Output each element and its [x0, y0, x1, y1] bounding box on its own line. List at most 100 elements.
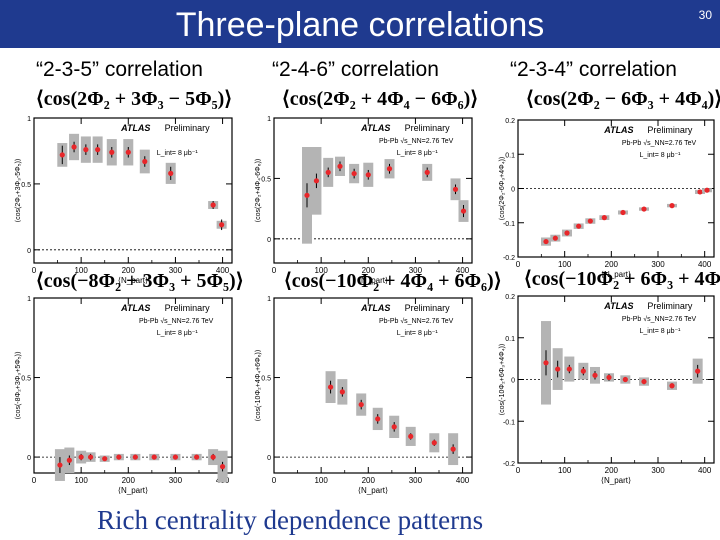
- data-point: [641, 206, 647, 212]
- y-tick-label: -0.2: [503, 461, 515, 468]
- x-tick-label: 100: [74, 476, 88, 485]
- data-point: [606, 374, 612, 381]
- formula-234: ⟨cos(2Φ₂ − 6Φ₃ + 4Φ₄)⟩: [526, 88, 720, 110]
- plot-frame: [273, 297, 473, 474]
- y-tick-label: 0: [511, 187, 515, 194]
- x-tick-label: 400: [216, 266, 230, 275]
- preliminary-label: Preliminary: [165, 123, 211, 133]
- data-point: [83, 147, 89, 153]
- y-tick-label: -0.1: [503, 419, 515, 426]
- y-tick-label: 0: [27, 455, 31, 462]
- luminosity-label: L_int= 8 μb⁻¹: [157, 330, 199, 337]
- atlas-label: ATLAS: [120, 303, 150, 313]
- chart-6: 0 100 200 300 400 -0.2 -0.1 0 0.1 0.2 ⟨N_part⟩ ⟨cos…: [498, 294, 715, 485]
- collision-label: Pb-Pb √s_NN=2.76 TeV: [379, 317, 454, 325]
- column-title-246: “2-4-6” correlation: [272, 58, 439, 81]
- x-tick-label: 400: [698, 466, 712, 475]
- x-axis-label: ⟨N_part⟩: [601, 476, 631, 485]
- collision-label: Pb-Pb √s_NN=2.76 TeV: [622, 315, 697, 323]
- data-point: [95, 147, 101, 153]
- luminosity-label: L_int= 8 μb⁻¹: [640, 152, 682, 159]
- page-number: 30: [698, 8, 712, 22]
- data-point: [87, 454, 94, 460]
- x-tick-label: 300: [651, 260, 665, 269]
- data-point: [580, 368, 586, 374]
- data-point: [57, 462, 63, 468]
- x-tick-label: 400: [698, 260, 712, 269]
- data-point: [587, 218, 593, 224]
- data-point: [552, 235, 558, 241]
- x-tick-label: 0: [32, 476, 37, 485]
- x-tick-label: 100: [74, 266, 88, 275]
- x-tick-label: 200: [362, 476, 376, 485]
- data-point: [386, 166, 393, 172]
- y-tick-label: 1: [267, 116, 271, 123]
- data-point: [452, 186, 459, 192]
- atlas-label: ATLAS: [603, 125, 633, 135]
- preliminary-label: Preliminary: [405, 123, 451, 133]
- data-point: [450, 446, 456, 452]
- data-point: [337, 163, 343, 169]
- data-point: [219, 222, 225, 228]
- x-tick-label: 300: [169, 266, 183, 275]
- formula-246: ⟨cos(2Φ₂ + 4Φ₄ − 6Φ₆)⟩: [282, 88, 479, 110]
- data-point: [172, 454, 179, 460]
- chart-4: 010020030040000.51⟨N_part⟩⟨cos(-8Φ₂+3Φ₃+…: [14, 296, 233, 495]
- data-point: [564, 230, 570, 236]
- y-axis-label: ⟨cos(-10Φ₂+4Φ₄+6Φ₆)⟩: [254, 349, 262, 422]
- data-point: [566, 366, 572, 372]
- plot-frame: [33, 297, 233, 474]
- data-point: [543, 360, 549, 366]
- x-axis-label: ⟨N_part⟩: [358, 486, 388, 495]
- x-tick-label: 100: [314, 476, 328, 485]
- y-tick-label: -0.1: [503, 221, 515, 228]
- data-point: [576, 223, 582, 229]
- data-point: [543, 238, 549, 245]
- data-point: [391, 424, 397, 430]
- data-point: [219, 464, 226, 470]
- x-tick-label: 100: [558, 260, 572, 269]
- title-bar: Three-plane correlations 30: [0, 0, 720, 48]
- data-point: [102, 456, 108, 462]
- x-tick-label: 200: [122, 266, 136, 275]
- y-tick-label: 0.2: [505, 118, 515, 125]
- data-point: [194, 454, 200, 460]
- y-tick-label: 0: [267, 455, 271, 462]
- x-tick-label: 0: [272, 476, 277, 485]
- footer-caption: Rich centrality dependence patterns: [97, 505, 484, 535]
- luminosity-label: L_int= 8 μb⁻¹: [397, 330, 439, 337]
- x-axis-label: ⟨N_part⟩: [118, 486, 148, 495]
- x-tick-label: 400: [456, 476, 470, 485]
- data-point: [351, 170, 357, 177]
- formula-235: ⟨cos(2Φ₂ + 3Φ₃ − 5Φ₅)⟩: [36, 88, 233, 110]
- data-point: [66, 457, 72, 463]
- preliminary-label: Preliminary: [647, 125, 693, 135]
- y-axis-label: ⟨cos(-10Φ₂+6Φ₃+4Φ₄)⟩: [498, 343, 506, 416]
- y-tick-label: 1: [27, 296, 31, 303]
- data-point: [142, 158, 148, 165]
- data-point: [375, 416, 381, 422]
- data-point: [327, 384, 334, 390]
- data-point: [601, 215, 607, 221]
- collision-label: Pb-Pb √s_NN=2.76 TeV: [622, 139, 697, 147]
- data-point: [168, 170, 174, 176]
- data-point: [431, 440, 437, 446]
- y-tick-label: 0.5: [261, 176, 271, 183]
- y-axis-label: ⟨cos(2Φ₂+4Φ₄-6Φ₆)⟩: [254, 158, 262, 223]
- x-tick-label: 0: [272, 266, 277, 275]
- x-tick-label: 200: [122, 476, 136, 485]
- formula-1046: ⟨cos(−10Φ₂ + 4Φ₄ + 6Φ₆)⟩: [284, 270, 502, 292]
- x-tick-label: 200: [605, 260, 619, 269]
- x-tick-label: 200: [605, 466, 619, 475]
- data-point: [339, 389, 345, 395]
- luminosity-label: L_int= 8 μb⁻¹: [640, 328, 682, 335]
- y-tick-label: 0.5: [21, 376, 31, 383]
- y-tick-label: 0.1: [505, 336, 515, 343]
- x-tick-label: 300: [651, 466, 665, 475]
- data-point: [460, 208, 467, 214]
- x-axis-label: ⟨N_part⟩: [358, 276, 388, 285]
- x-tick-label: 400: [456, 266, 470, 275]
- data-point: [408, 433, 414, 440]
- data-point: [620, 209, 626, 216]
